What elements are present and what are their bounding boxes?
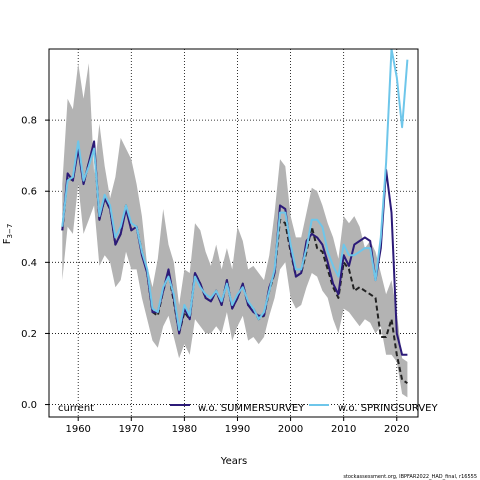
y-tick-label: 0.2 bbox=[21, 329, 37, 340]
x-tick-label: 2000 bbox=[278, 424, 303, 435]
y-tick-label: 0.6 bbox=[21, 187, 37, 198]
confidence-band-layer bbox=[62, 63, 408, 398]
y-tick-label: 0.0 bbox=[21, 400, 37, 411]
confidence-band bbox=[62, 63, 408, 398]
legend: current w.o. SUMMERSURVEY w.o. SPRINGSURVE… bbox=[58, 403, 438, 414]
x-tick-label: 1960 bbox=[65, 424, 90, 435]
y-axis-label-subscript: 3−7 bbox=[6, 224, 14, 239]
series-line-w-o-springsurvey bbox=[61, 49, 409, 331]
legend-label: w.o. SPRINGSURVEY bbox=[338, 403, 438, 414]
legend-label: current bbox=[58, 403, 94, 414]
series-line-w-o-summersurvey bbox=[61, 140, 408, 356]
legend-label: w.o. SUMMERSURVEY bbox=[198, 403, 305, 414]
y-axis: 0.0 0.2 0.4 0.6 0.8 bbox=[21, 116, 49, 411]
x-axis: 1960 1970 1980 1990 2000 2010 2020 bbox=[65, 417, 409, 435]
x-tick-label: 1980 bbox=[172, 424, 197, 435]
x-tick-label: 2020 bbox=[384, 424, 409, 435]
y-tick-label: 0.4 bbox=[21, 258, 37, 269]
series-layer bbox=[61, 49, 409, 385]
x-axis-label: Years bbox=[220, 456, 247, 467]
x-tick-label: 2010 bbox=[331, 424, 356, 435]
x-tick-label: 1990 bbox=[225, 424, 250, 435]
y-tick-label: 0.8 bbox=[21, 116, 37, 127]
y-axis-label: F3−7 bbox=[2, 224, 14, 245]
footer-credit: stockassessment.org, IBPFAR2022_HAD_fina… bbox=[343, 474, 477, 480]
y-axis-label-main: F bbox=[2, 238, 13, 244]
plot-frame bbox=[48, 48, 419, 418]
x-tick-label: 1970 bbox=[119, 424, 144, 435]
